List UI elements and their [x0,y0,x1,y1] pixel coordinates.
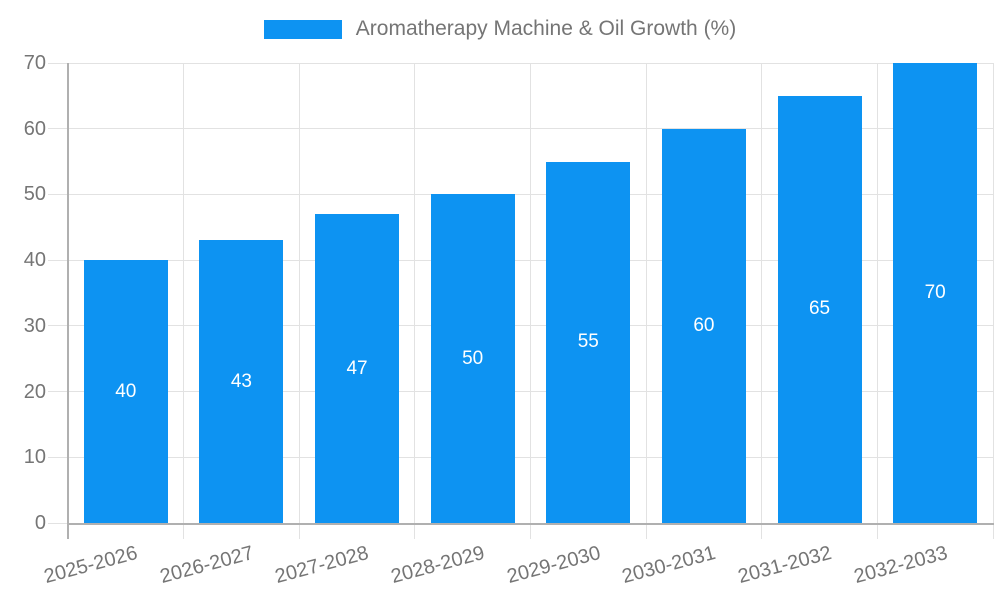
x-gridline [530,63,531,523]
bar[interactable]: 43 [199,240,284,523]
x-axis-tick [876,523,878,539]
x-axis-tick-label: 2025-2026 [41,541,141,588]
bar-value-label: 50 [462,347,484,369]
x-axis-tick-label: 2030-2031 [620,541,719,588]
bar-value-label: 40 [115,380,137,402]
y-axis-tick-label: 50 [23,183,46,206]
x-axis-tick [183,523,185,539]
y-axis-tick-label: 0 [34,512,46,534]
bar[interactable]: 60 [661,128,746,523]
y-gridline [48,325,993,327]
y-axis-line [66,63,69,539]
x-gridline [761,63,763,523]
bar-value-label: 47 [346,357,368,379]
bar[interactable]: 55 [546,161,631,523]
y-gridline [48,193,993,195]
x-axis-tick [298,523,300,539]
x-axis-tick [992,523,994,539]
legend[interactable]: Aromatherapy Machine & Oil Growth (%) [0,16,1000,42]
x-axis-tick-label: 2027-2028 [273,541,372,588]
x-gridline [992,63,994,523]
y-axis-tick-label: 40 [23,249,46,272]
x-axis-tick [761,523,763,539]
bar-value-label: 60 [693,314,715,336]
bar-value-label: 43 [230,370,252,392]
x-axis-tick [530,523,531,539]
x-gridline [183,63,185,523]
y-axis-tick-label: 10 [23,446,46,469]
x-axis-tick-label: 2026-2027 [157,541,256,588]
x-gridline [298,63,300,523]
x-axis-tick-label: 2032-2033 [851,541,950,588]
x-axis-tick-label: 2031-2032 [735,541,834,588]
bar-value-label: 70 [924,282,946,303]
x-gridline [414,63,416,523]
y-axis-tick-label: 60 [23,117,46,140]
x-axis-tick [645,523,647,539]
bar-value-label: 65 [808,298,831,320]
x-axis-tick-label: 2028-2029 [388,541,487,588]
y-gridline [48,259,993,261]
bar[interactable]: 47 [315,214,400,523]
legend-label: Aromatherapy Machine & Oil Growth (%) [355,17,737,40]
x-gridline [645,63,647,523]
x-axis-tick [414,523,416,539]
bar[interactable]: 50 [430,194,515,523]
y-gridline [48,62,993,64]
y-axis-tick-label: 70 [23,52,46,74]
x-axis-line [66,522,994,525]
legend-swatch [263,19,342,39]
y-axis-tick-label: 30 [23,314,46,337]
bar-value-label: 55 [577,331,599,353]
y-gridline [48,391,993,393]
x-axis-tick-label: 2029-2030 [504,541,603,588]
y-axis-tick-label: 20 [23,380,46,403]
bar[interactable]: 65 [777,95,862,523]
y-gridline [48,456,993,458]
bar[interactable]: 40 [83,260,168,523]
y-gridline [48,128,993,130]
bar[interactable]: 70 [893,63,978,523]
x-gridline [876,63,878,523]
